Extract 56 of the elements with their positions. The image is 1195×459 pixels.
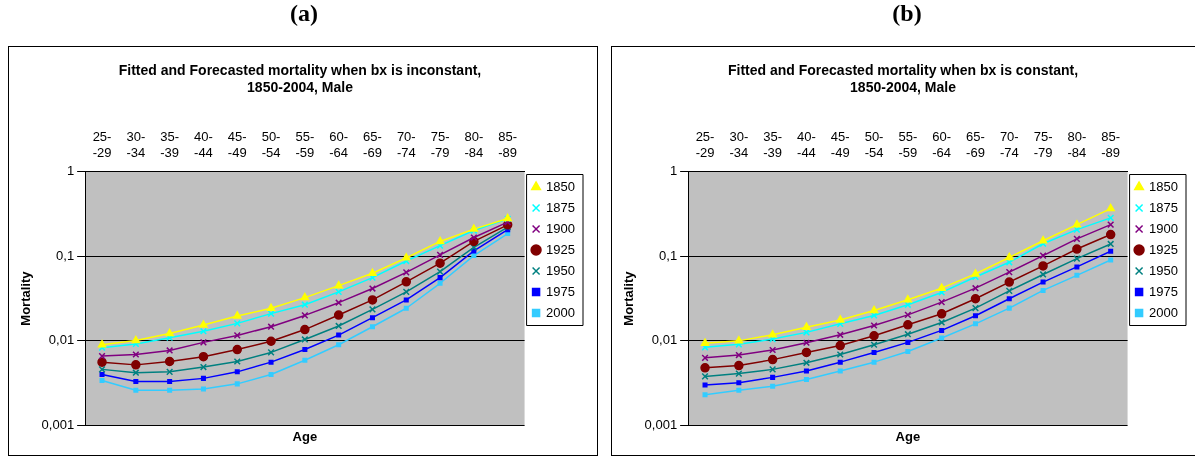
legend-label: 1875: [546, 199, 575, 215]
legend-label: 1950: [1149, 262, 1178, 278]
legend-label: 1875: [1149, 199, 1178, 215]
x-tick-label: 85- -89: [1101, 128, 1121, 160]
legend-label: 2000: [546, 304, 575, 320]
x-tick-label: 75- -79: [430, 128, 450, 160]
x-tick-label: 85- -89: [498, 128, 518, 160]
chart-title: Fitted and Forecasted mortality when bx is constant, 1850-2004, Male: [727, 62, 1079, 96]
legend-label: 1925: [546, 241, 575, 257]
y-tick-label: 1: [669, 163, 678, 179]
x-tick-label: 35- -39: [763, 128, 783, 160]
legend-label: 1975: [546, 283, 575, 299]
x-axis-title: Age: [895, 428, 921, 444]
x-tick-label: 55- -59: [295, 128, 315, 160]
x-tick-label: 80- -84: [464, 128, 484, 160]
x-tick-label: 25- -29: [92, 128, 112, 160]
y-tick-label: 0,001: [41, 416, 75, 432]
chart-title: Fitted and Forecasted mortality when bx is inconstant, 1850-2004, Male: [118, 62, 482, 96]
legend-label: 1850: [1149, 178, 1178, 194]
y-tick-label: 0,1: [56, 247, 75, 263]
x-tick-label: 70- -74: [396, 128, 416, 160]
y-axis-title: Mortality: [18, 270, 34, 326]
legend-label: 1975: [1149, 283, 1178, 299]
legend-label: 1900: [1149, 220, 1178, 236]
legend-label: 1900: [546, 220, 575, 236]
x-tick-label: 80- -84: [1067, 128, 1087, 160]
x-tick-label: 30- -34: [126, 128, 146, 160]
y-tick-label: 1: [66, 163, 75, 179]
x-tick-label: 40- -44: [194, 128, 213, 160]
y-tick-label: 0,01: [48, 332, 75, 348]
x-tick-label: 55- -59: [898, 128, 918, 160]
x-tick-label: 45- -49: [227, 128, 247, 160]
x-tick-label: 65- -69: [363, 128, 382, 160]
y-tick-label: 0,01: [651, 332, 678, 348]
x-tick-label: 75- -79: [1033, 128, 1053, 160]
legend-label: 2000: [1149, 304, 1178, 320]
x-tick-label: 50- -54: [261, 128, 281, 160]
x-tick-label: 25- -29: [695, 128, 715, 160]
y-tick-label: 0,1: [659, 247, 678, 263]
x-tick-label: 45- -49: [830, 128, 850, 160]
x-tick-label: 35- -39: [160, 128, 180, 160]
x-axis-title: Age: [292, 428, 318, 444]
legend-label: 1950: [546, 262, 575, 278]
text: (b): [891, 0, 923, 28]
x-tick-label: 30- -34: [729, 128, 749, 160]
x-tick-label: 70- -74: [999, 128, 1019, 160]
text: (a): [289, 0, 319, 28]
y-tick-label: 0,001: [644, 416, 678, 432]
x-tick-label: 40- -44: [797, 128, 816, 160]
y-axis-title: Mortality: [621, 270, 637, 326]
legend-label: 1925: [1149, 241, 1178, 257]
x-tick-label: 65- -69: [966, 128, 985, 160]
x-tick-label: 60- -64: [329, 128, 349, 160]
legend-label: 1850: [546, 178, 575, 194]
x-tick-label: 60- -64: [932, 128, 952, 160]
x-tick-label: 50- -54: [864, 128, 884, 160]
